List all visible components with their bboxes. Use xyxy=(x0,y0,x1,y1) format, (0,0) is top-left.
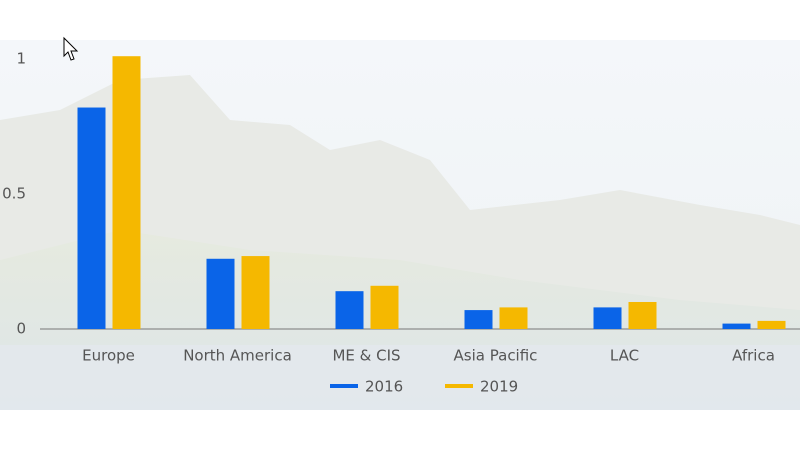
x-tick-label: Europe xyxy=(82,347,135,365)
x-tick-label: Africa xyxy=(732,347,775,365)
x-tick-label: North America xyxy=(183,347,292,365)
bar xyxy=(241,256,270,329)
bar xyxy=(77,107,106,329)
mouse-cursor xyxy=(63,36,79,61)
bar xyxy=(370,285,399,329)
bar xyxy=(593,307,622,329)
bar xyxy=(335,291,364,329)
y-tick-label: 0 xyxy=(16,320,26,338)
bar xyxy=(206,258,235,329)
legend-label: 2019 xyxy=(480,378,518,396)
bar xyxy=(757,320,786,329)
bar xyxy=(499,307,528,329)
bar xyxy=(628,301,657,329)
bar xyxy=(112,56,141,330)
bar xyxy=(464,310,493,329)
y-tick-label: 1 xyxy=(16,49,26,67)
bar xyxy=(722,323,751,329)
x-tick-label: LAC xyxy=(610,347,639,365)
y-tick-label: 0.5 xyxy=(2,184,26,202)
x-tick-label: ME & CIS xyxy=(332,347,400,365)
x-tick-label: Asia Pacific xyxy=(454,347,538,365)
legend-label: 2016 xyxy=(365,378,403,396)
